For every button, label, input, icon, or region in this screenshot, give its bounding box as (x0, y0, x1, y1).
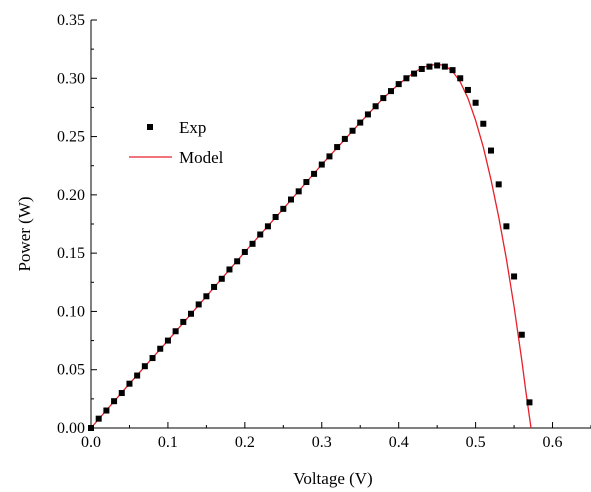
data-point-exp (272, 214, 279, 221)
data-point-exp (95, 415, 102, 422)
y-axis: 0.00 0.05 0.10 0.15 0.20 0.25 0.30 0.35 (57, 12, 97, 437)
data-point-exp (111, 398, 118, 405)
y-tick-label: 0.10 (57, 303, 85, 320)
x-axis-label: Voltage (V) (293, 469, 372, 488)
data-point-exp (318, 161, 325, 168)
data-point-exp (526, 399, 533, 406)
data-point-exp (334, 144, 341, 151)
data-point-exp (188, 310, 194, 317)
x-tick-label: 0.5 (466, 434, 486, 451)
data-point-exp (157, 345, 164, 352)
data-point-exp (203, 293, 210, 300)
legend-label-exp: Exp (179, 118, 206, 137)
data-point-exp (303, 179, 310, 186)
data-point-exp (126, 380, 133, 387)
data-point-exp (518, 331, 525, 338)
data-point-exp (364, 111, 371, 118)
data-point-exp (441, 63, 448, 70)
x-tick-label: 0.0 (81, 434, 101, 451)
data-point-exp (257, 231, 264, 238)
y-axis-label: Power (W) (15, 196, 34, 271)
data-point-exp (218, 275, 225, 282)
data-point-exp (134, 372, 141, 379)
data-point-exp (511, 273, 518, 280)
data-point-exp (249, 240, 256, 247)
legend-label-model: Model (179, 148, 224, 167)
data-point-exp (141, 363, 148, 370)
data-point-exp (118, 390, 125, 397)
y-tick-label: 0.15 (57, 245, 85, 262)
data-point-exp (472, 99, 479, 106)
data-point-exp (457, 75, 464, 82)
y-tick-label: 0.20 (57, 187, 85, 204)
data-point-exp (495, 181, 502, 188)
data-point-exp (480, 120, 487, 127)
data-point-exp (349, 127, 356, 134)
x-tick-label: 0.1 (158, 434, 178, 451)
data-point-exp (326, 153, 333, 160)
data-point-exp (341, 135, 348, 142)
data-point-exp (372, 103, 379, 110)
y-tick-label: 0.30 (57, 70, 85, 87)
data-point-exp (280, 205, 287, 212)
data-point-exp (488, 147, 494, 154)
legend: Exp Model (129, 118, 224, 167)
data-point-exp (88, 425, 94, 431)
data-point-exp (264, 223, 271, 230)
data-point-exp (418, 65, 425, 72)
y-tick-label: 0.05 (57, 362, 85, 379)
data-point-exp (295, 188, 302, 195)
data-point-exp (311, 170, 318, 177)
data-point-exp (180, 318, 187, 325)
data-point-exp (164, 337, 171, 344)
data-point-exp (449, 67, 456, 74)
data-point-exp (226, 266, 233, 273)
plot-area (90, 20, 591, 429)
data-point-exp (388, 88, 394, 95)
data-point-exp (241, 248, 248, 255)
data-point-exp (211, 283, 218, 290)
x-tick-label: 0.4 (389, 434, 409, 451)
series-layer (88, 62, 533, 431)
data-point-exp (434, 62, 441, 69)
data-point-exp (172, 328, 179, 335)
data-point-exp (234, 258, 241, 265)
data-point-exp (103, 407, 110, 414)
legend-marker-exp (147, 124, 153, 130)
data-point-exp (411, 70, 418, 77)
x-tick-label: 0.6 (543, 434, 563, 451)
data-point-exp (288, 196, 294, 203)
y-tick-label: 0.00 (57, 420, 85, 437)
x-axis: 0.0 0.1 0.2 0.3 0.4 0.5 0.6 (81, 422, 591, 451)
data-point-exp (357, 119, 364, 126)
data-point-exp (464, 86, 471, 93)
x-tick-label: 0.2 (235, 434, 255, 451)
data-point-exp (503, 223, 510, 230)
series-line-model (90, 63, 532, 429)
data-point-exp (380, 95, 387, 102)
y-tick-label: 0.35 (57, 12, 85, 29)
y-tick-label: 0.25 (57, 129, 85, 146)
x-tick-label: 0.3 (312, 434, 332, 451)
data-point-exp (426, 63, 433, 70)
data-point-exp (195, 301, 202, 308)
data-point-exp (395, 81, 402, 88)
data-point-exp (149, 355, 156, 362)
data-point-exp (403, 75, 410, 82)
